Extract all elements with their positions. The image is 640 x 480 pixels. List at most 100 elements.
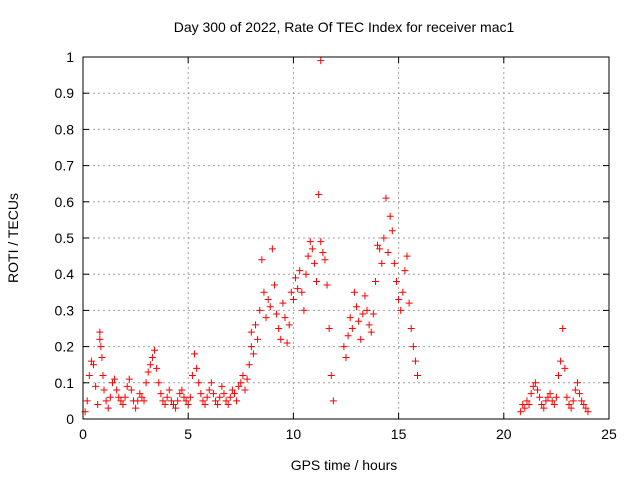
data-point (569, 397, 577, 405)
data-point (178, 386, 186, 394)
data-point (182, 397, 190, 405)
data-point (184, 401, 192, 409)
data-point (277, 335, 285, 343)
data-point (235, 382, 243, 390)
data-point (224, 401, 232, 409)
data-point (384, 248, 392, 256)
data-point (85, 372, 93, 380)
data-point (355, 317, 363, 325)
data-point (127, 386, 135, 394)
data-point (285, 321, 293, 329)
data-point (195, 379, 203, 387)
data-point (403, 252, 411, 260)
y-tick-label: 0.1 (55, 375, 75, 391)
data-point (576, 390, 584, 398)
x-tick-label: 5 (184, 426, 192, 442)
data-point (176, 390, 184, 398)
data-point (392, 277, 400, 285)
data-point (517, 408, 525, 416)
data-point (531, 379, 539, 387)
data-point (157, 390, 165, 398)
data-point (279, 299, 287, 307)
data-point (563, 393, 571, 401)
data-point (228, 386, 236, 394)
data-point (268, 245, 276, 253)
data-point (254, 335, 262, 343)
y-tick-label: 0.5 (55, 230, 75, 246)
x-axis-title: GPS time / hours (291, 457, 398, 473)
data-point (536, 393, 544, 401)
grid-lines (83, 57, 609, 419)
data-point (134, 397, 142, 405)
data-point (201, 401, 209, 409)
data-point (136, 390, 144, 398)
data-point (142, 379, 150, 387)
data-point (209, 390, 217, 398)
x-tick-label: 20 (496, 426, 512, 442)
data-point (199, 397, 207, 405)
data-point (315, 191, 323, 199)
data-point (367, 328, 375, 336)
data-point (308, 245, 316, 253)
data-point (374, 241, 382, 249)
data-points (81, 57, 592, 416)
data-point (216, 393, 224, 401)
data-point (241, 386, 249, 394)
data-point (525, 401, 533, 409)
data-point (344, 332, 352, 340)
x-tick-label: 15 (391, 426, 407, 442)
data-point (361, 292, 369, 300)
data-point (83, 397, 91, 405)
data-point (527, 390, 535, 398)
data-point (249, 350, 257, 358)
data-point (523, 397, 531, 405)
data-point (100, 386, 108, 394)
data-point (92, 382, 100, 390)
data-point (296, 267, 304, 275)
data-point (550, 401, 558, 409)
data-point (548, 397, 556, 405)
data-point (565, 401, 573, 409)
data-point (519, 401, 527, 409)
data-point (90, 361, 98, 369)
data-point (555, 372, 563, 380)
data-point (395, 296, 403, 304)
data-point (386, 212, 394, 220)
data-point (247, 343, 255, 351)
data-point (169, 401, 177, 409)
data-point (348, 325, 356, 332)
data-point (188, 372, 196, 380)
data-point (388, 227, 396, 235)
data-point (237, 379, 245, 387)
data-point (203, 393, 211, 401)
data-point (146, 361, 154, 369)
y-tick-label: 0.2 (55, 339, 75, 355)
data-point (222, 397, 230, 405)
data-point (304, 252, 312, 260)
data-point (172, 404, 180, 412)
data-point (243, 375, 251, 383)
data-point (252, 321, 260, 329)
data-point (359, 310, 367, 318)
data-point (220, 390, 228, 398)
data-point (212, 397, 220, 405)
data-point (401, 267, 409, 275)
data-point (302, 270, 310, 278)
data-point (121, 393, 129, 401)
data-point (584, 408, 592, 416)
data-point (325, 325, 333, 332)
data-point (163, 393, 171, 401)
data-point (409, 343, 417, 351)
data-point (186, 393, 194, 401)
data-point (363, 306, 371, 314)
data-point (245, 361, 253, 369)
chart-title: Day 300 of 2022, Rate Of TEC Index for r… (174, 19, 515, 35)
data-point (96, 328, 104, 336)
data-point (117, 397, 125, 405)
data-point (247, 328, 255, 336)
data-point (382, 194, 390, 202)
data-point (94, 401, 102, 409)
data-point (98, 353, 106, 361)
data-point (289, 296, 297, 304)
data-point (378, 259, 386, 267)
